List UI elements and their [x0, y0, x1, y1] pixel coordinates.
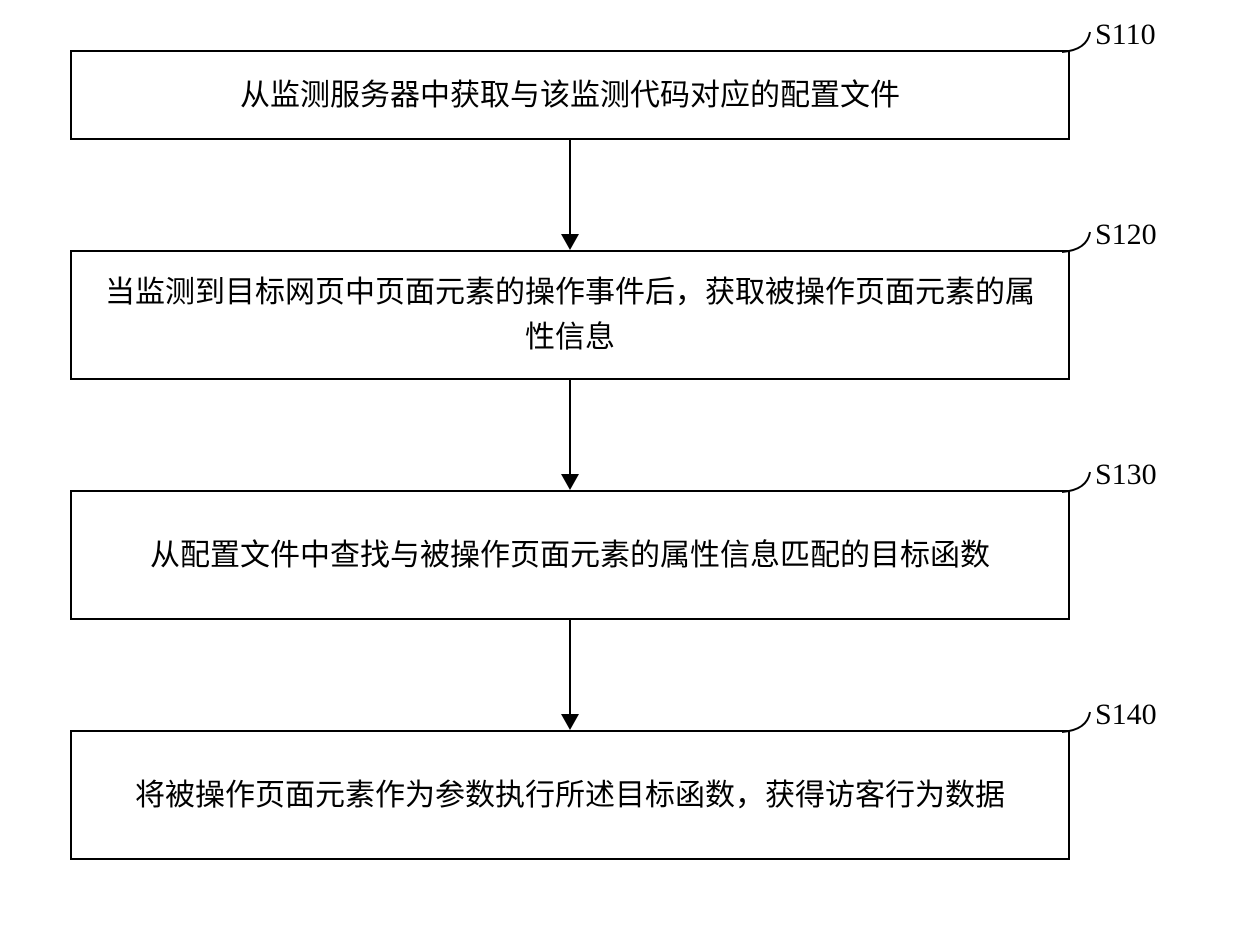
flowchart-container: 从监测服务器中获取与该监测代码对应的配置文件 S110 当监测到目标网页中页面元… — [0, 0, 1240, 927]
arrow-0 — [550, 140, 590, 250]
step-label-s120: S120 — [1095, 218, 1157, 252]
arrow-1 — [550, 380, 590, 490]
step-box-s140: 将被操作页面元素作为参数执行所述目标函数，获得访客行为数据 — [70, 730, 1070, 860]
step-box-s120: 当监测到目标网页中页面元素的操作事件后，获取被操作页面元素的属性信息 — [70, 250, 1070, 380]
step-box-s110: 从监测服务器中获取与该监测代码对应的配置文件 — [70, 50, 1070, 140]
step-text: 将被操作页面元素作为参数执行所述目标函数，获得访客行为数据 — [135, 773, 1005, 818]
step-text: 当监测到目标网页中页面元素的操作事件后，获取被操作页面元素的属性信息 — [92, 270, 1048, 360]
step-label-s130: S130 — [1095, 458, 1157, 492]
step-box-s130: 从配置文件中查找与被操作页面元素的属性信息匹配的目标函数 — [70, 490, 1070, 620]
arrow-2 — [550, 620, 590, 730]
step-text: 从配置文件中查找与被操作页面元素的属性信息匹配的目标函数 — [150, 533, 990, 578]
step-text: 从监测服务器中获取与该监测代码对应的配置文件 — [240, 73, 900, 118]
step-label-s110: S110 — [1095, 18, 1156, 52]
step-label-s140: S140 — [1095, 698, 1157, 732]
